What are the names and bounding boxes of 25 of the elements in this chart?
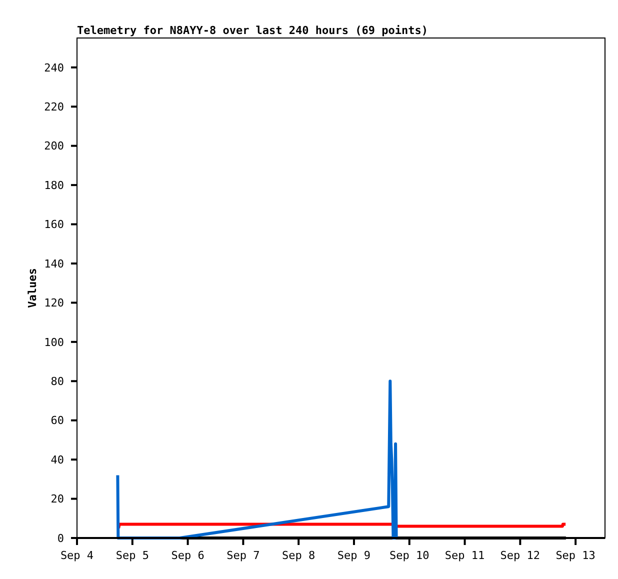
- y-tick-label: 240: [44, 61, 64, 74]
- x-tick-label: Sep 6: [171, 549, 204, 562]
- y-tick-label: 220: [44, 100, 64, 114]
- x-tick-label: Sep 5: [116, 549, 149, 562]
- y-tick-label: 80: [50, 374, 64, 388]
- y-tick-label: 40: [50, 453, 64, 466]
- x-tick-label: Sep 13: [556, 549, 596, 562]
- y-tick-label: 120: [44, 296, 64, 310]
- x-tick-label: Sep 9: [337, 549, 371, 562]
- y-tick-label: 180: [44, 178, 64, 192]
- y-axis-title: Values: [26, 268, 39, 308]
- y-tick-label: 100: [44, 336, 64, 349]
- y-tick-label: 140: [44, 257, 64, 270]
- y-tick-label: 0: [57, 532, 64, 545]
- y-tick-label: 200: [44, 140, 64, 153]
- y-tick-label: 160: [44, 218, 64, 232]
- x-tick-label: Sep 8: [282, 549, 316, 562]
- chart-title: Telemetry for N8AYY-8 over last 240 hours (69 points): [77, 24, 428, 37]
- x-tick-label: Sep 4: [60, 549, 94, 562]
- x-tick-label: Sep 12: [500, 549, 540, 562]
- x-tick-label: Sep 11: [444, 549, 485, 562]
- y-tick-label: 60: [50, 414, 64, 428]
- x-tick-label: Sep 7: [226, 549, 260, 562]
- y-tick-label: 20: [50, 492, 64, 506]
- x-tick-label: Sep 10: [390, 549, 430, 562]
